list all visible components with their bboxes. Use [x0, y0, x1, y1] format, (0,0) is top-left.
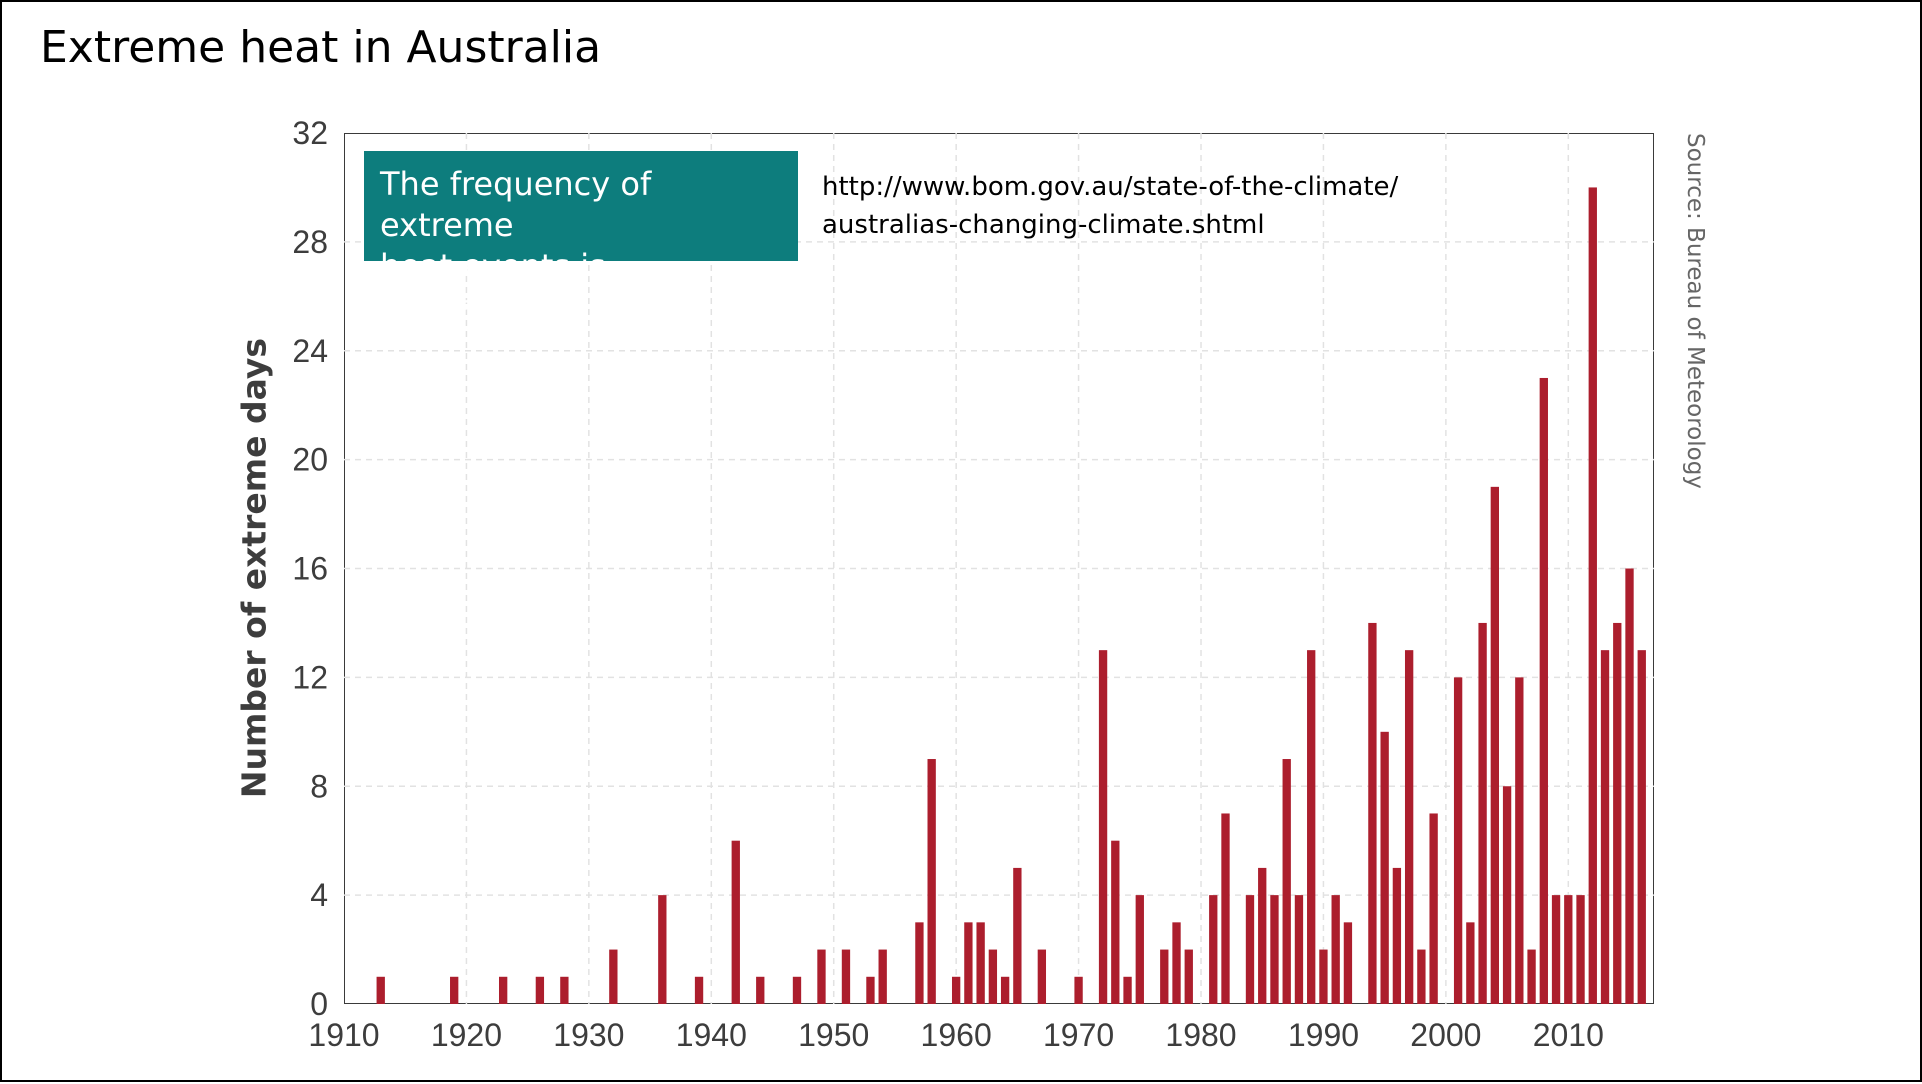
bar [1172, 922, 1181, 1004]
bar [1209, 895, 1218, 1004]
bar [1135, 895, 1144, 1004]
bar [694, 976, 704, 1004]
bar [1319, 949, 1328, 1004]
bar [1625, 568, 1634, 1004]
bar [1000, 976, 1010, 1004]
x-tick-label: 1910 [308, 1017, 379, 1053]
bar [1429, 813, 1438, 1004]
x-tick-label: 2000 [1410, 1017, 1481, 1053]
bar [792, 976, 802, 1004]
bar [1576, 895, 1585, 1004]
bar [964, 922, 973, 1004]
bar [1074, 976, 1083, 1004]
bar [1221, 813, 1230, 1004]
bar [1282, 759, 1291, 1004]
y-tick-label: 32 [292, 115, 328, 151]
bar [1404, 650, 1414, 1004]
bar [915, 922, 924, 1004]
bar [1600, 650, 1610, 1004]
y-tick-label: 20 [292, 442, 328, 478]
bar [1160, 949, 1169, 1004]
x-tick-label: 1970 [1043, 1017, 1114, 1053]
bar [1637, 650, 1646, 1004]
x-tick-label: 2010 [1533, 1017, 1604, 1053]
bar [1392, 867, 1402, 1004]
x-tick-label: 1930 [553, 1017, 624, 1053]
bar [1588, 187, 1597, 1004]
x-tick-label: 1940 [676, 1017, 747, 1053]
bar [1502, 786, 1512, 1004]
bar [1453, 677, 1463, 1004]
y-tick-label: 4 [310, 877, 328, 913]
bar [1111, 840, 1120, 1004]
bar [376, 976, 385, 1004]
bar [1613, 622, 1622, 1004]
callout-line-2: heat events is increasing. [380, 247, 606, 326]
bar [1490, 486, 1500, 1004]
source-url: http://www.bom.gov.au/state-of-the-clima… [822, 168, 1398, 244]
bar [878, 949, 887, 1004]
source-url-line-2: australias-changing-climate.shtml [822, 210, 1265, 240]
x-tick-label: 1980 [1165, 1017, 1236, 1053]
bar [1258, 867, 1267, 1004]
bar [1417, 949, 1426, 1004]
bar [658, 895, 667, 1004]
bar [1037, 949, 1047, 1004]
x-tick-label: 1990 [1288, 1017, 1359, 1053]
bar [450, 976, 459, 1004]
bar [1307, 650, 1316, 1004]
callout-line-1: The frequency of extreme [380, 165, 652, 244]
bar [1331, 895, 1340, 1004]
bar [731, 840, 740, 1004]
y-tick-label: 28 [292, 224, 328, 260]
bar [1098, 650, 1108, 1004]
bar [988, 949, 998, 1004]
x-tick-label: 1960 [921, 1017, 992, 1053]
y-tick-label: 24 [292, 333, 328, 369]
bar [1478, 622, 1487, 1004]
bar [866, 976, 875, 1004]
bar [609, 949, 618, 1004]
bar [1551, 895, 1561, 1004]
source-credit: Source: Bureau of Meteorology [1682, 133, 1708, 489]
bar [927, 759, 936, 1004]
source-url-line-1: http://www.bom.gov.au/state-of-the-clima… [822, 172, 1399, 202]
y-axis-label: Number of extreme days [234, 337, 274, 799]
x-tick-label: 1920 [431, 1017, 502, 1053]
bar [1013, 867, 1022, 1004]
bar [951, 976, 961, 1004]
y-tick-label: 8 [310, 768, 328, 804]
bar [1294, 895, 1304, 1004]
bar [1539, 377, 1548, 1004]
y-tick-label: 12 [292, 659, 328, 695]
bar [1466, 922, 1475, 1004]
bar [1368, 622, 1377, 1004]
bar [817, 949, 826, 1004]
x-tick-label: 1950 [798, 1017, 869, 1053]
bar [841, 949, 851, 1004]
bar [1270, 895, 1279, 1004]
bar [1123, 976, 1132, 1004]
bar [498, 976, 508, 1004]
bar [756, 976, 765, 1004]
page-title: Extreme heat in Australia [40, 22, 602, 73]
bar [560, 976, 569, 1004]
y-tick-label: 16 [292, 551, 328, 587]
bar [1184, 949, 1193, 1004]
bar [1515, 677, 1524, 1004]
bar [1380, 731, 1389, 1004]
bar [1245, 895, 1255, 1004]
bar [1564, 895, 1573, 1004]
bar [535, 976, 545, 1004]
bar [1527, 949, 1536, 1004]
bar [1343, 922, 1353, 1004]
bar [976, 922, 985, 1004]
y-tick-label: 0 [310, 986, 328, 1022]
callout-box: The frequency of extreme heat events is … [364, 151, 798, 326]
